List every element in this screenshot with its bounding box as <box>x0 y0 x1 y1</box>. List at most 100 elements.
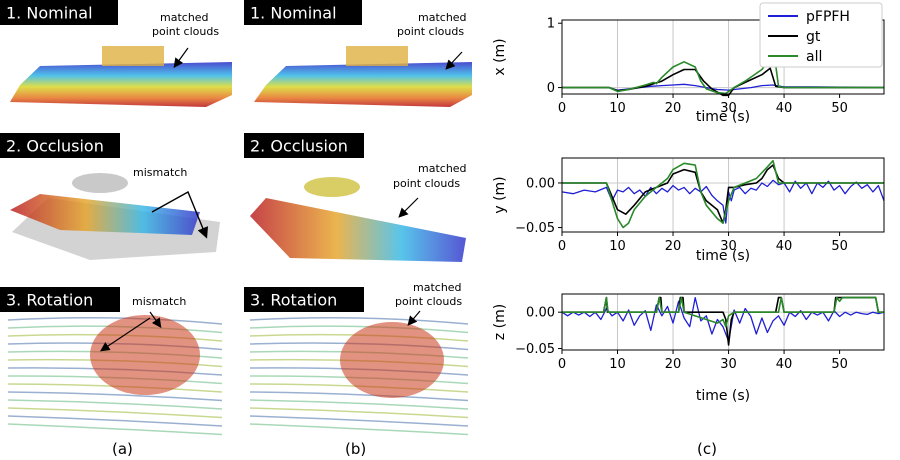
point-cloud-object <box>102 46 164 66</box>
chart-z: 0 10 20 30 40 50 0.00 −0.05 time (s) z (m) <box>492 293 885 404</box>
panel-b-occlusion: 2. Occlusion matched point clouds <box>244 133 467 262</box>
annotation-line2: point clouds <box>393 177 460 190</box>
x-tick-label: 10 <box>609 357 626 372</box>
annotation: mismatch <box>133 166 187 179</box>
x-tick-label: 30 <box>720 357 737 372</box>
point-cloud-object <box>304 177 360 197</box>
panel-b-nominal: 1. Nominal matched point clouds <box>244 0 472 107</box>
annotation-line1: matched <box>418 162 467 175</box>
x-tick-label: 30 <box>720 239 737 254</box>
ring-line <box>7 415 223 427</box>
caption-b: (b) <box>345 440 366 458</box>
annotation-arrow <box>445 51 463 70</box>
y-tick-label: −0.05 <box>515 221 555 236</box>
ring-line <box>7 423 223 436</box>
y-tick-label: −0.05 <box>515 342 555 357</box>
x-tick-label: 10 <box>609 239 626 254</box>
point-cloud-object <box>340 322 444 398</box>
x-tick-label: 30 <box>720 101 737 116</box>
panel-title: 2. Occlusion <box>6 137 104 156</box>
y-axis-label: z (m) <box>492 304 508 340</box>
series-line-pfpfh <box>561 179 885 224</box>
chart-x: 0 10 20 30 40 50 0 1 time (s) x (m) <box>492 17 885 125</box>
point-cloud-rings <box>249 317 469 436</box>
legend-label-pfpfh: pFPFH <box>806 9 850 25</box>
caption-c: (c) <box>697 440 717 458</box>
plot-frame <box>561 293 885 351</box>
x-tick-label: 20 <box>665 357 682 372</box>
annotation-line1: matched <box>418 11 467 24</box>
panel-title: 3. Rotation <box>250 291 337 310</box>
panel-b-rotation: 3. Rotation matched point clouds <box>244 281 469 436</box>
x-tick-label: 40 <box>776 239 793 254</box>
x-axis-label: time (s) <box>696 248 750 264</box>
ring-line <box>249 423 469 436</box>
y-tick-label: 0.00 <box>526 306 555 321</box>
ring-line <box>249 317 469 325</box>
panel-title-box <box>0 133 120 158</box>
annotation-arrow <box>398 197 419 218</box>
panel-title-box <box>0 287 120 312</box>
x-tick-label: 40 <box>776 357 793 372</box>
panel-title: 1. Nominal <box>250 4 337 23</box>
ring-line <box>249 407 469 419</box>
x-axis-label: time (s) <box>696 109 750 125</box>
ring-line <box>249 415 469 427</box>
panel-a-occlusion: 2. Occlusion mismatch <box>0 133 220 260</box>
annotation-arrow <box>173 47 189 68</box>
x-tick-label: 50 <box>831 239 848 254</box>
point-cloud-ground <box>10 62 232 107</box>
series-line-gt <box>562 67 884 97</box>
ring-line <box>7 317 223 325</box>
ring-line <box>249 391 469 402</box>
panel-title: 1. Nominal <box>6 4 93 23</box>
annotation-arrow <box>100 317 151 352</box>
x-tick-label: 50 <box>831 357 848 372</box>
ring-line <box>7 391 223 402</box>
annotation-line1: matched <box>160 11 209 24</box>
y-axis-label: x (m) <box>492 38 508 75</box>
x-tick-label: 20 <box>665 101 682 116</box>
annotation: mismatch <box>132 295 186 308</box>
panel-title-box <box>244 0 362 25</box>
x-axis-label: time (s) <box>696 388 750 404</box>
y-tick-label: 1 <box>547 17 555 32</box>
panel-title: 2. Occlusion <box>250 137 348 156</box>
x-tick-label: 40 <box>776 101 793 116</box>
panel-title: 3. Rotation <box>6 291 93 310</box>
annotation-line2: point clouds <box>397 25 464 38</box>
series-line-all <box>562 159 884 229</box>
legend-label-gt: gt <box>806 29 821 45</box>
x-tick-label: 10 <box>609 101 626 116</box>
chart-y: 0 10 20 30 40 50 0.00 −0.05 time (s) y (m) <box>492 157 885 264</box>
annotation-arrow <box>149 311 162 328</box>
panel-title-box <box>244 133 364 158</box>
annotation-arrow <box>151 191 209 239</box>
series-line-pfpfh <box>561 296 885 342</box>
annotation-line2: point clouds <box>152 25 219 38</box>
panel-a-nominal: 1. Nominal matched point clouds <box>0 0 232 107</box>
y-axis-label: y (m) <box>492 176 508 213</box>
y-tick-label: 0.00 <box>526 176 555 191</box>
x-tick-label: 0 <box>558 101 566 116</box>
x-tick-label: 0 <box>558 357 566 372</box>
ring-line <box>249 399 469 410</box>
x-tick-label: 50 <box>831 101 848 116</box>
point-cloud-object <box>346 46 408 66</box>
caption-a: (a) <box>112 440 133 458</box>
point-cloud-object <box>72 173 128 193</box>
point-cloud-target <box>10 194 200 235</box>
annotation-arrow <box>407 310 421 326</box>
y-tick-label: 0 <box>547 81 555 96</box>
ring-line <box>249 325 469 334</box>
point-cloud-object <box>90 315 200 395</box>
x-tick-label: 20 <box>665 239 682 254</box>
series-line-all <box>562 296 884 328</box>
point-cloud-ground <box>254 62 472 107</box>
x-tick-label: 0 <box>558 239 566 254</box>
legend-box <box>759 2 883 68</box>
legend: pFPFH gt all <box>759 2 883 68</box>
point-cloud-ground <box>250 198 466 262</box>
ring-line <box>7 407 223 419</box>
